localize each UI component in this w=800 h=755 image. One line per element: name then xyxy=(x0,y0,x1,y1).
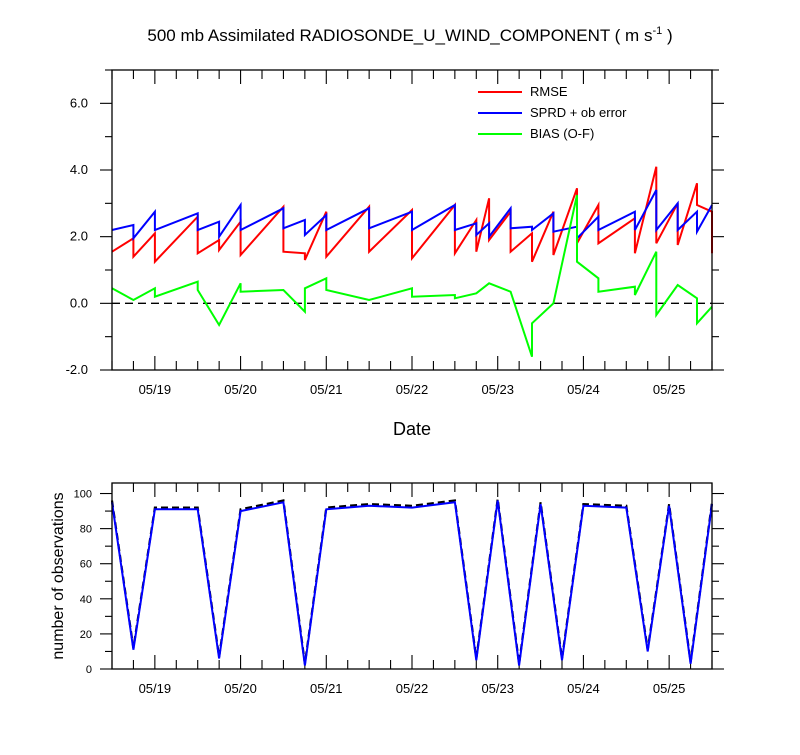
x-tick-label-0-1: 05/20 xyxy=(224,382,257,397)
chart-title: 500 mb Assimilated RADIOSONDE_U_WIND_COM… xyxy=(147,25,672,45)
x-tick-label-0-5: 05/24 xyxy=(567,382,600,397)
legend-label-2: BIAS (O-F) xyxy=(530,126,594,141)
x-tick-label-1-4: 05/23 xyxy=(481,681,514,696)
legend-label-0: RMSE xyxy=(530,84,568,99)
y-tick-label-1-5: 100 xyxy=(74,489,92,501)
x-tick-label-1-2: 05/21 xyxy=(310,681,343,696)
x-tick-label-0-6: 05/25 xyxy=(653,382,686,397)
y-tick-label-0-4: 6.0 xyxy=(70,95,88,110)
chart-title-main: 500 mb Assimilated RADIOSONDE_U_WIND_COM… xyxy=(147,26,652,45)
x-tick-label-1-3: 05/22 xyxy=(396,681,429,696)
x-tick-label-0-4: 05/23 xyxy=(481,382,514,397)
top-x-axis-label: Date xyxy=(393,419,431,439)
bottom-plot: 05/19 05/20 05/21 05/22 05/23 05/24 05/25 0 20 40… xyxy=(74,483,724,696)
series-line-1-0 xyxy=(110,498,714,664)
y-tick-label-1-3: 60 xyxy=(80,559,92,571)
y-tick-label-1-1: 20 xyxy=(80,629,92,641)
x-tick-label-1-5: 05/24 xyxy=(567,681,600,696)
y-tick-label-0-3: 4.0 xyxy=(70,162,88,177)
x-tick-label-0-2: 05/21 xyxy=(310,382,343,397)
legend-label-1: SPRD + ob error xyxy=(530,105,627,120)
series-line-0-0 xyxy=(111,166,713,265)
series-line-0-2 xyxy=(111,194,713,358)
bottom-y-axis-label: number of observations xyxy=(50,492,67,659)
series-line-1-1 xyxy=(111,500,713,666)
y-tick-label-0-0: -2.0 xyxy=(66,362,88,377)
y-tick-label-0-1: 0.0 xyxy=(70,295,88,310)
y-tick-label-1-4: 80 xyxy=(80,524,92,536)
top-plot: 05/19 05/20 05/21 05/22 05/23 05/24 05/25 -2.0 0… xyxy=(66,69,724,397)
x-tick-label-1-6: 05/25 xyxy=(653,681,686,696)
top-plot-frame xyxy=(111,69,713,371)
x-tick-label-1-1: 05/20 xyxy=(224,681,257,696)
x-tick-label-0-3: 05/22 xyxy=(396,382,429,397)
chart-title-end: ) xyxy=(662,26,672,45)
series-line-0-1 xyxy=(111,189,713,242)
y-tick-label-1-2: 40 xyxy=(80,594,92,606)
bottom-plot-frame xyxy=(111,482,713,670)
chart-title-sup: -1 xyxy=(652,25,662,37)
y-tick-label-0-2: 2.0 xyxy=(70,229,88,244)
x-tick-label-1-0: 05/19 xyxy=(139,681,172,696)
x-tick-label-0-0: 05/19 xyxy=(139,382,172,397)
y-tick-label-1-0: 0 xyxy=(86,664,92,676)
